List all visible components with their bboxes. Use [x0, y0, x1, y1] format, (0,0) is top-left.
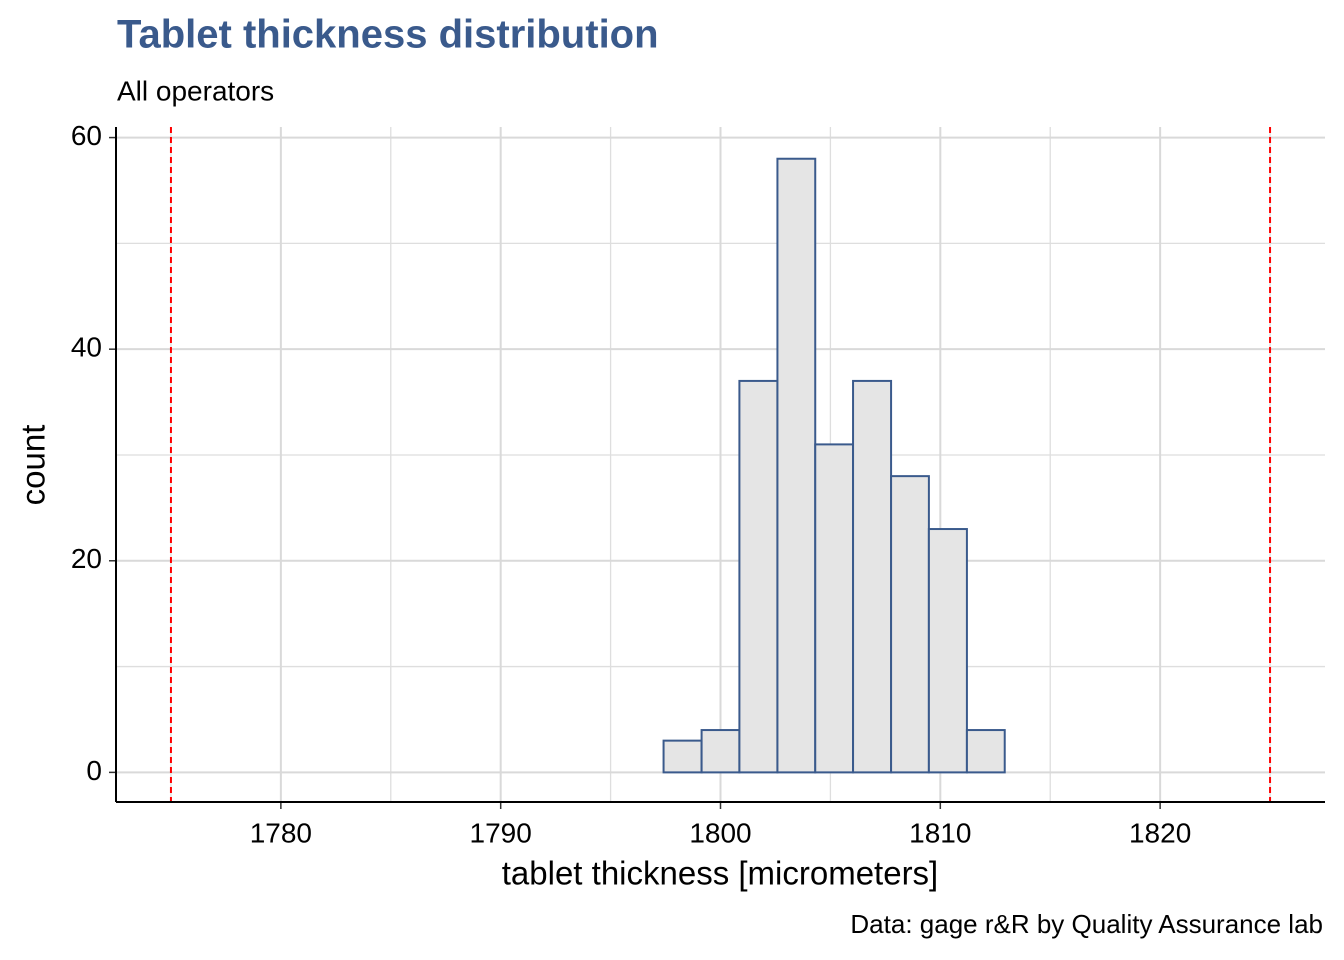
y-tick-label: 20: [71, 543, 102, 574]
chart-title: Tablet thickness distribution: [117, 13, 659, 57]
y-tick-label: 40: [71, 332, 102, 363]
bar: [700, 729, 741, 774]
bar: [776, 157, 817, 774]
bar: [852, 379, 893, 774]
y-tick-label: 60: [71, 120, 102, 151]
x-tick-label: 1820: [1129, 817, 1191, 848]
x-tick-label: 1790: [470, 817, 532, 848]
bar: [890, 475, 930, 774]
x-tick-label: 1810: [909, 817, 971, 848]
x-tick-label: 1780: [250, 817, 312, 848]
bar: [814, 443, 855, 774]
bar: [662, 739, 703, 774]
caption: Data: gage r&R by Quality Assurance lab: [850, 909, 1323, 939]
bar: [927, 528, 968, 774]
y-tick-label: 0: [86, 755, 102, 786]
bar: [965, 729, 1006, 774]
bar: [738, 379, 779, 774]
x-axis-label: tablet thickness [micrometers]: [502, 855, 938, 892]
x-tick-label: 1800: [689, 817, 751, 848]
chart-subtitle: All operators: [117, 75, 274, 106]
y-axis-label: count: [15, 425, 52, 506]
